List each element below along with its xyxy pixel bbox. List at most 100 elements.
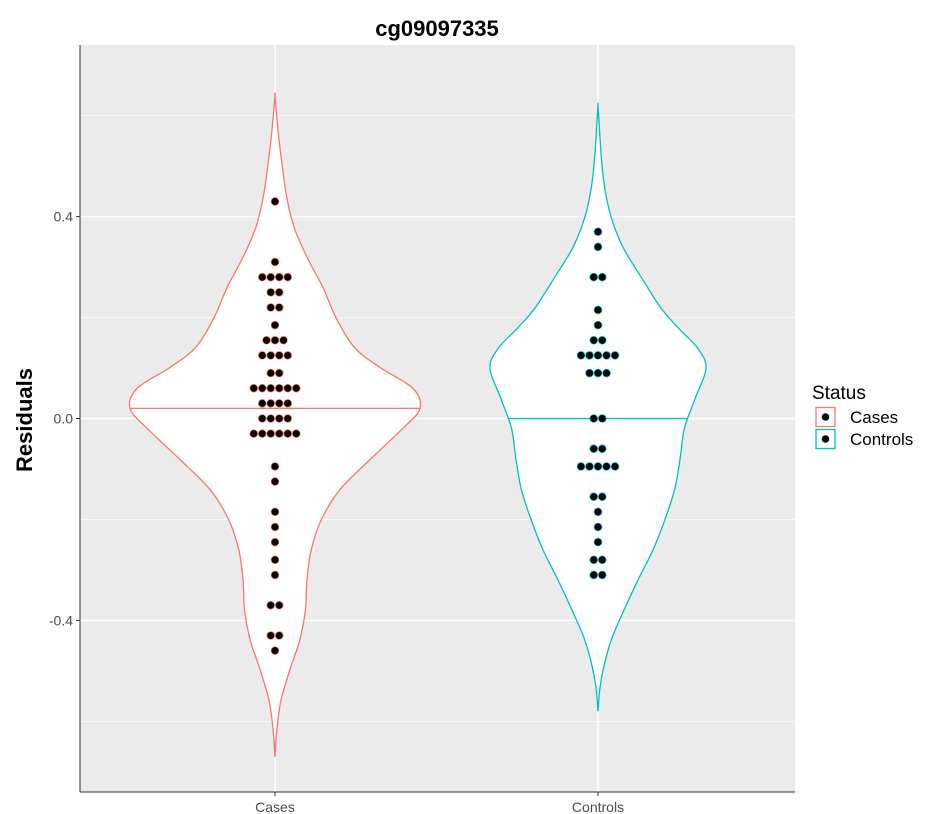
data-point bbox=[593, 462, 603, 471]
data-point bbox=[270, 320, 280, 330]
y-tick-label: -0.4 bbox=[49, 612, 73, 628]
data-point bbox=[266, 303, 276, 312]
data-point bbox=[270, 507, 280, 517]
data-point bbox=[602, 462, 611, 471]
data-point bbox=[593, 351, 603, 360]
data-point bbox=[249, 383, 259, 393]
data-point bbox=[270, 197, 280, 206]
data-point bbox=[597, 444, 607, 454]
data-point bbox=[292, 383, 301, 393]
data-point bbox=[266, 368, 276, 378]
data-point bbox=[283, 414, 293, 423]
data-point bbox=[589, 444, 598, 454]
data-point bbox=[589, 336, 598, 345]
data-point bbox=[275, 600, 284, 610]
legend: Status Cases Controls bbox=[812, 383, 913, 450]
data-point bbox=[266, 351, 276, 360]
data-point bbox=[270, 462, 280, 471]
data-point bbox=[593, 320, 603, 330]
data-point bbox=[266, 288, 276, 297]
data-point bbox=[275, 351, 284, 360]
data-point bbox=[283, 399, 293, 408]
data-point bbox=[597, 570, 607, 580]
data-point bbox=[270, 522, 280, 532]
data-point bbox=[266, 383, 276, 393]
data-point bbox=[593, 537, 603, 547]
data-point bbox=[610, 351, 620, 360]
data-point bbox=[266, 429, 276, 438]
legend-title: Status bbox=[812, 383, 866, 404]
data-point bbox=[275, 288, 284, 297]
data-point bbox=[589, 570, 598, 580]
x-tick-label: Cases bbox=[255, 799, 295, 814]
data-point bbox=[270, 537, 280, 547]
chart-title: cg09097335 bbox=[375, 16, 499, 41]
data-point bbox=[270, 570, 280, 580]
data-point bbox=[597, 414, 607, 423]
data-point bbox=[589, 555, 598, 565]
y-tick-label: 0.4 bbox=[54, 209, 74, 225]
data-point bbox=[597, 272, 607, 282]
x-tick-label: Controls bbox=[572, 799, 624, 814]
data-point bbox=[283, 272, 293, 282]
data-point bbox=[270, 477, 280, 486]
data-point bbox=[576, 351, 586, 360]
legend-dot-cases bbox=[821, 413, 830, 421]
data-point bbox=[266, 600, 276, 610]
data-point bbox=[258, 383, 267, 393]
data-point bbox=[593, 242, 603, 252]
data-point bbox=[585, 351, 594, 360]
data-point bbox=[593, 227, 603, 237]
data-point bbox=[593, 507, 603, 517]
data-point bbox=[283, 383, 293, 393]
data-point bbox=[275, 303, 284, 312]
y-axis-label: Residuals bbox=[12, 368, 37, 472]
data-point bbox=[266, 414, 276, 423]
data-point bbox=[258, 414, 267, 423]
data-point bbox=[275, 631, 284, 640]
data-point bbox=[610, 462, 620, 471]
data-point bbox=[275, 429, 284, 438]
data-point bbox=[270, 555, 280, 565]
data-point bbox=[270, 646, 280, 655]
violin-controls bbox=[489, 102, 707, 712]
data-point bbox=[275, 399, 284, 408]
data-point bbox=[266, 272, 276, 282]
legend-label-controls: Controls bbox=[850, 430, 913, 449]
violin-cases bbox=[128, 92, 422, 757]
data-point bbox=[597, 336, 607, 345]
data-point bbox=[275, 414, 284, 423]
data-point bbox=[593, 305, 603, 315]
legend-label-cases: Cases bbox=[850, 408, 898, 427]
data-point bbox=[258, 399, 267, 408]
data-point bbox=[283, 429, 293, 438]
data-point bbox=[589, 414, 598, 423]
y-tick-label: 0.0 bbox=[54, 411, 74, 427]
data-point bbox=[593, 368, 603, 378]
data-point bbox=[576, 462, 586, 471]
data-point bbox=[589, 492, 598, 501]
data-point bbox=[270, 336, 280, 345]
data-point bbox=[266, 631, 276, 640]
data-point bbox=[292, 429, 301, 438]
data-point bbox=[279, 336, 288, 345]
data-point bbox=[270, 257, 280, 267]
data-point bbox=[602, 351, 611, 360]
data-point bbox=[589, 272, 598, 282]
plot-panel: -0.4 0.0 0.4 Cases Controls bbox=[49, 45, 795, 814]
data-point bbox=[275, 368, 284, 378]
data-point bbox=[275, 383, 284, 393]
data-point bbox=[275, 272, 284, 282]
data-point bbox=[262, 336, 271, 345]
data-point bbox=[593, 522, 603, 532]
data-point bbox=[597, 555, 607, 565]
data-point bbox=[283, 351, 293, 360]
data-point bbox=[266, 399, 276, 408]
data-point bbox=[258, 351, 267, 360]
data-point bbox=[258, 429, 267, 438]
data-point bbox=[258, 272, 267, 282]
data-point bbox=[597, 492, 607, 501]
legend-dot-controls bbox=[821, 435, 830, 443]
data-point bbox=[249, 429, 259, 438]
